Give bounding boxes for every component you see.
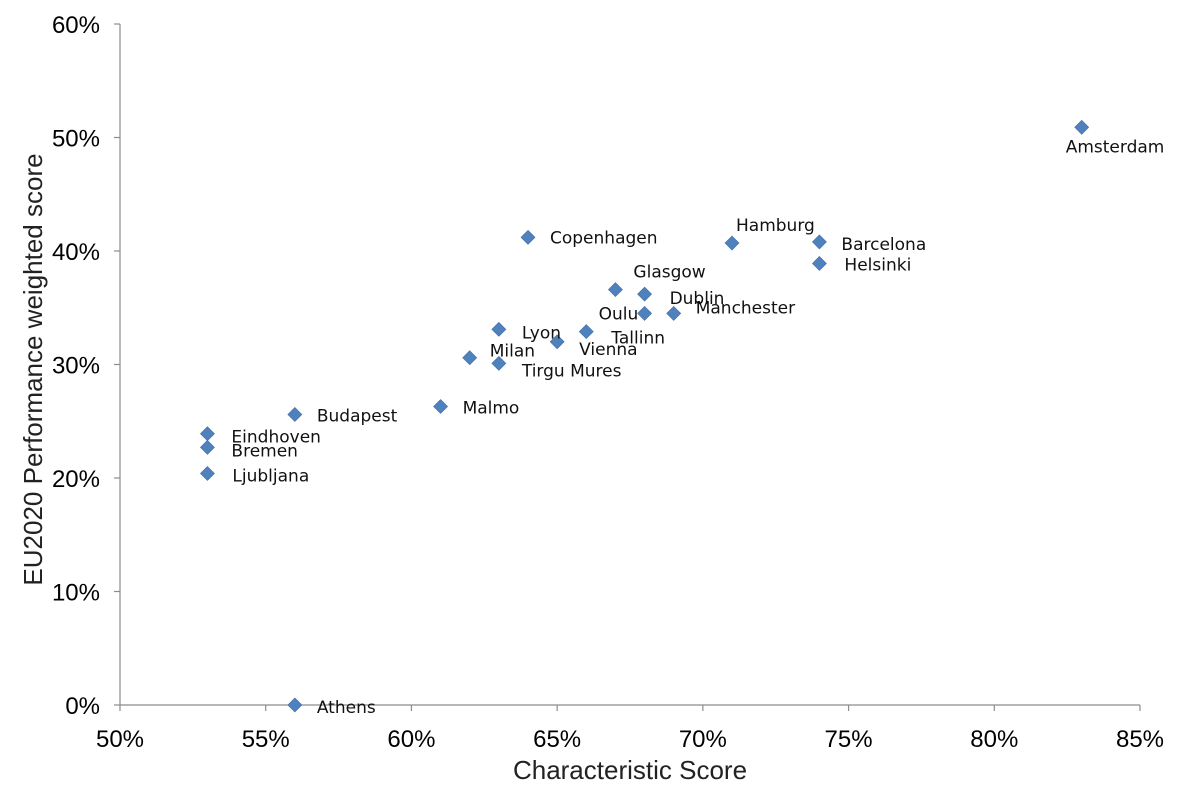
point-label: Glasgow [633, 263, 705, 283]
point-label: Barcelona [841, 235, 926, 255]
data-point [200, 426, 215, 442]
data-point [578, 324, 594, 340]
data-point [200, 466, 215, 481]
axes: 50% 55% 60% 65% 70% 75% 80% 85% 0% 10% 20% 30% 40% 50… [52, 12, 1164, 753]
data-point [549, 334, 565, 350]
point-label: Athens [317, 698, 376, 718]
x-tick-label: 50% [96, 726, 144, 753]
x-tick-label: 70% [679, 726, 727, 753]
point-label: Milan [490, 342, 535, 362]
x-tick-label: 65% [533, 726, 581, 753]
x-tick-label: 55% [242, 726, 290, 753]
y-tick-label: 60% [52, 12, 100, 39]
point-label: Ljubljana [232, 466, 309, 486]
point-label: Amsterdam [1066, 137, 1165, 157]
y-tick-label: 20% [52, 466, 100, 493]
data-point [287, 407, 303, 422]
y-tick-label: 10% [52, 580, 100, 607]
point-label: Malmo [463, 398, 520, 418]
y-axis-title: EU2020 Performance weighted score [18, 153, 48, 585]
data-point [433, 399, 448, 414]
x-axis-title: Characteristic Score [513, 755, 747, 785]
x-tick-label: 75% [825, 726, 873, 753]
x-tick-label: 80% [970, 726, 1018, 753]
data-point [812, 234, 827, 250]
data-point [1074, 119, 1090, 135]
data-point [724, 235, 740, 251]
point-label: Bremen [231, 441, 298, 461]
data-point [637, 306, 652, 321]
y-tick-label: 50% [52, 126, 100, 153]
data-point [200, 439, 215, 455]
point-label: Eindhoven [231, 428, 321, 448]
data-point [491, 321, 507, 337]
point-labels: Amsterdam Copenhagen Hamburg BarcelonaHelsi… [231, 137, 1164, 718]
point-label: Helsinki [844, 255, 911, 275]
data-point [608, 282, 623, 298]
point-label: Budapest [317, 406, 398, 426]
point-label: Dublin [670, 289, 725, 309]
point-label: Oulu [599, 304, 639, 324]
point-label: Vienna [579, 340, 637, 360]
data-point [812, 256, 827, 271]
point-label: Hamburg [736, 216, 815, 236]
y-tick-label: 0% [65, 693, 100, 720]
data-point [491, 355, 507, 371]
data-point [462, 350, 478, 366]
data-points [200, 119, 1090, 713]
data-point [666, 306, 682, 321]
y-tick-label: 30% [52, 353, 100, 380]
point-label: Tallinn [610, 329, 665, 349]
x-tick-label: 60% [387, 726, 435, 753]
data-point [520, 229, 536, 245]
point-label: Manchester [696, 298, 795, 318]
point-label: Copenhagen [550, 228, 658, 248]
data-point [287, 697, 303, 713]
y-tick-label: 40% [52, 239, 100, 266]
point-label: Lyon [522, 323, 561, 343]
point-label: Tirgu Mures [521, 361, 622, 381]
data-point [637, 286, 652, 302]
x-tick-label: 85% [1116, 726, 1164, 753]
